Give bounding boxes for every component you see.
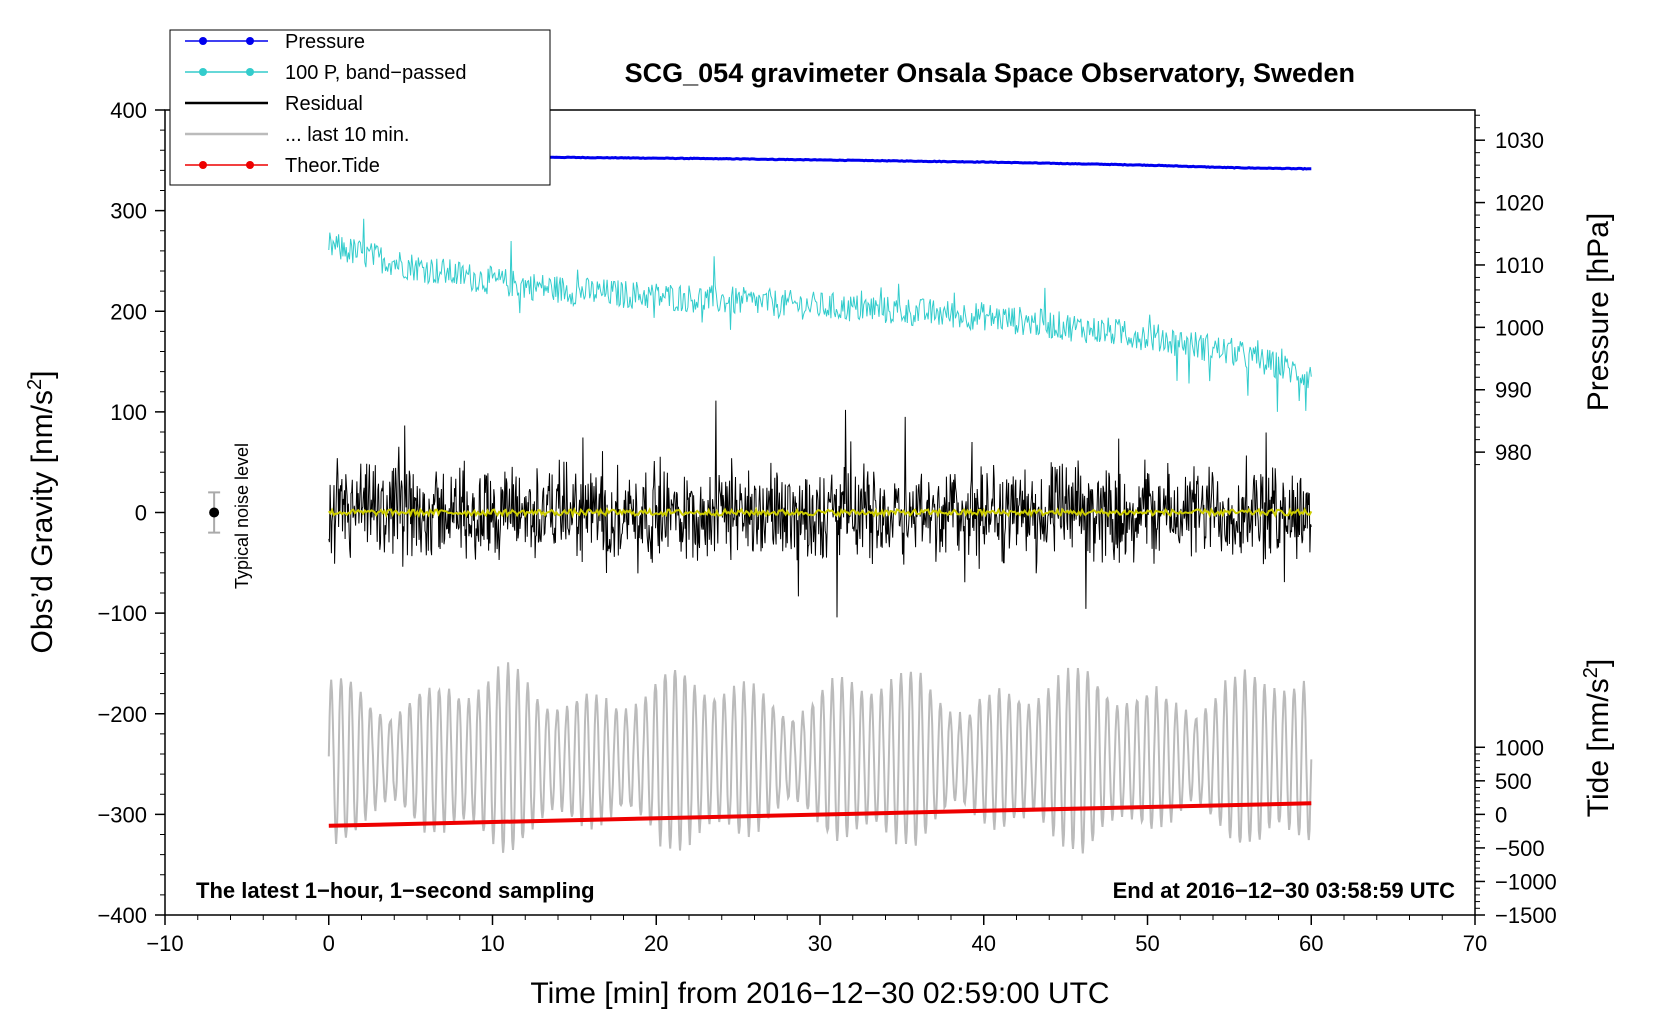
y-tick-label: 200 xyxy=(110,299,147,324)
pressure-tick-label: 1010 xyxy=(1495,253,1544,278)
y-tick-label: 400 xyxy=(110,98,147,123)
legend-swatch-marker xyxy=(199,37,207,45)
tide-tick-label: 0 xyxy=(1495,802,1507,827)
tide-series-line xyxy=(328,801,1312,828)
tide-axis-title-main: Tide [nm/s xyxy=(1582,678,1615,817)
y-tick-label: −300 xyxy=(97,802,147,827)
legend: Pressure 100 P, band−passed Residual ... la… xyxy=(169,29,551,186)
y-axis-title-main: Obs’d Gravity [nm/s xyxy=(26,390,59,653)
legend-swatch-marker xyxy=(199,161,207,169)
y-tick-label: −200 xyxy=(97,702,147,727)
tide-tick-label: 1000 xyxy=(1495,735,1544,760)
y-tick-label: 0 xyxy=(135,501,147,526)
x-tick-label: 30 xyxy=(808,931,832,956)
tide-axis-title: Tide [nm/s2] xyxy=(1580,659,1615,817)
legend-box xyxy=(169,29,551,186)
tide-tick-label: −1000 xyxy=(1495,869,1557,894)
y-axis-title-end: ] xyxy=(26,371,59,379)
pressure-axis-title: Pressure [hPa] xyxy=(1582,213,1615,411)
pressure-tick-label: 980 xyxy=(1495,440,1532,465)
y-tick-label: 300 xyxy=(110,199,147,224)
sampling-note: The latest 1−hour, 1−second sampling xyxy=(196,878,595,903)
legend-swatch-marker xyxy=(246,68,254,76)
legend-swatch-marker xyxy=(199,68,207,76)
x-axis-title: Time [min] from 2016−12−30 02:59:00 UTC xyxy=(530,977,1109,1010)
y-tick-label: −400 xyxy=(97,903,147,928)
pressure-tick-label: 1000 xyxy=(1495,315,1544,340)
legend-label: 100 P, band−passed xyxy=(285,62,466,84)
legend-label: Theor.Tide xyxy=(285,155,380,177)
residual-series-line xyxy=(328,400,1312,618)
noise-label: Typical noise level xyxy=(232,443,252,589)
x-tick-label: 50 xyxy=(1135,931,1159,956)
chart-title: SCG_054 gravimeter Onsala Space Observat… xyxy=(625,58,1355,88)
y-tick-label: 100 xyxy=(110,400,147,425)
legend-label: ... last 10 min. xyxy=(285,124,410,146)
x-tick-label: 20 xyxy=(644,931,668,956)
noise-indicator: Typical noise level xyxy=(208,443,252,589)
y-axis-title: Obs’d Gravity [nm/s2] xyxy=(24,371,59,654)
legend-label: Pressure xyxy=(285,31,365,53)
legend-swatch-marker xyxy=(246,37,254,45)
x-tick-label: 70 xyxy=(1463,931,1487,956)
legend-swatch-marker xyxy=(246,161,254,169)
last-10-min-series-line xyxy=(327,662,1313,854)
ticks-layer: −10 0 10 20 30 40 50 60 70−400−300−200−100010020… xyxy=(97,98,1556,956)
x-tick-label: 60 xyxy=(1299,931,1323,956)
residual-smoothed-series-line xyxy=(328,506,1313,519)
tide-axis-title-sup: 2 xyxy=(1580,667,1602,678)
y-axis-title-sup: 2 xyxy=(24,379,46,390)
y-tick-label: −100 xyxy=(97,601,147,626)
tide-tick-label: −1500 xyxy=(1495,903,1557,928)
x-tick-label: −10 xyxy=(146,931,183,956)
x-tick-label: 0 xyxy=(323,931,335,956)
pressure-tick-label: 990 xyxy=(1495,378,1532,403)
tide-tick-label: −500 xyxy=(1495,836,1545,861)
x-tick-label: 40 xyxy=(972,931,996,956)
pressure-tick-label: 1030 xyxy=(1495,128,1544,153)
tide-tick-label: 500 xyxy=(1495,769,1532,794)
bandpassed-pressure-series-line xyxy=(328,218,1312,412)
end-time-note: End at 2016−12−30 03:58:59 UTC xyxy=(1113,878,1456,903)
x-tick-label: 10 xyxy=(480,931,504,956)
tide-axis-title-end: ] xyxy=(1582,659,1615,667)
pressure-tick-label: 1020 xyxy=(1495,191,1544,216)
legend-label: Residual xyxy=(285,93,363,115)
noise-point xyxy=(209,507,220,518)
